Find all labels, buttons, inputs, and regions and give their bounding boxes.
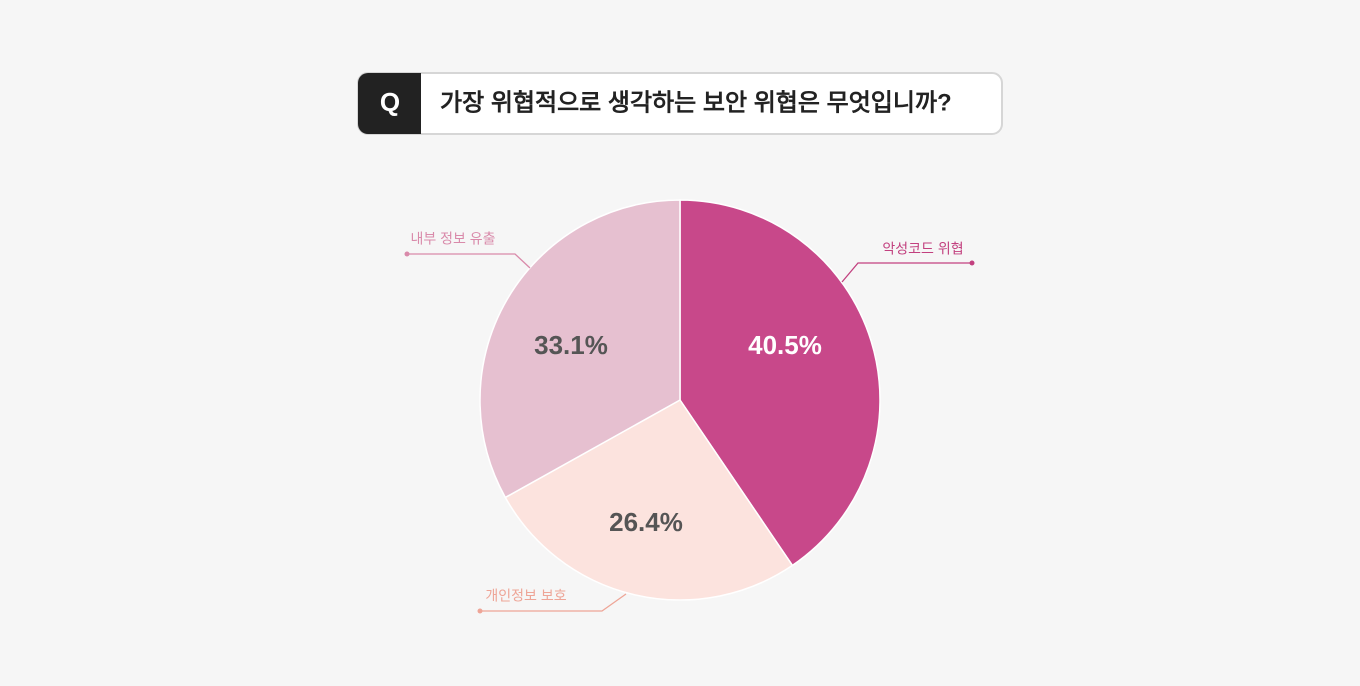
leader-line [841, 262, 972, 283]
leader-line [407, 253, 531, 269]
leader-dot [404, 251, 410, 257]
pie-slice [504, 399, 794, 601]
leader-line [480, 593, 627, 612]
value-label: 33.1% [534, 330, 608, 360]
category-label: 개인정보 보호 [485, 588, 566, 604]
value-label: 26.4% [609, 507, 683, 537]
leader-dot [477, 608, 483, 614]
category-label: 악성코드 위협 [882, 241, 963, 257]
pie-slice [679, 199, 881, 567]
chart-title: 가장 위협적으로 생각하는 보안 위협은 무엇입니까? [440, 89, 952, 116]
badge: Q [380, 87, 400, 117]
leader-dot [969, 260, 975, 266]
value-label: 40.5% [748, 330, 822, 360]
badge-bg [358, 73, 421, 134]
category-label: 내부 정보 유출 [410, 231, 495, 247]
pie-slice [479, 199, 681, 499]
